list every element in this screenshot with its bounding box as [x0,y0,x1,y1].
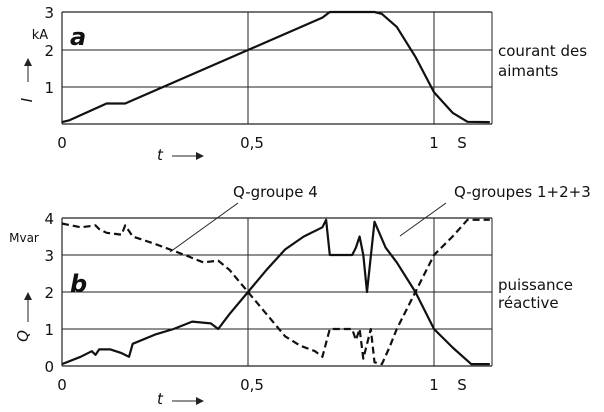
xlabel-arrow-b [172,397,204,405]
annotation-a-line1: courant des [498,42,587,60]
xunit-a: S [457,134,467,152]
xtick-label-b-1: 1 [429,376,439,394]
series-b-q-groupes-1-2-3 [61,218,490,366]
xtick-label-a-0: 0 [57,134,67,152]
annotation-a-line2: aimants [498,62,559,80]
series-label-q-groupes-123: Q-groupes 1+2+3 [454,183,591,201]
series-b-q-groupe-4 [61,218,490,366]
series-group-b [61,218,490,366]
ylabel-arrow-a [24,58,32,82]
ytick-label-b-2: 2 [44,284,54,302]
panel-a: 3 2 1 kA I 0 0,5 1 S t a courant des aim… [18,4,587,164]
series-a-line-0 [61,10,490,124]
ytick-label-a-3: 3 [44,4,54,22]
xtick-label-a-0.5: 0,5 [240,134,264,152]
panel-label-a: a [70,23,86,51]
xtick-label-b-0: 0 [57,376,67,394]
leader-line-q-groupe-4 [169,202,239,253]
yunit-b: Mvar [9,231,39,245]
series-group-a [61,10,490,124]
annotation-b-line1: puissance [498,276,573,294]
ytick-label-a-2: 2 [44,42,54,60]
ytick-label-b-1: 1 [44,321,54,339]
xlabel-a: t [157,146,164,164]
xlabel-b: t [157,390,164,408]
ytick-label-b-3: 3 [44,247,54,265]
yunit-a: kA [32,28,49,43]
series-label-q-groupe-4: Q-groupe 4 [233,183,318,201]
annotation-b-line2: réactive [498,294,559,312]
xtick-label-b-0.5: 0,5 [240,376,264,394]
panel-b: 4 3 2 1 0 Mvar Q 0 0,5 1 S t b puissance… [9,183,591,408]
ylabel-a: I [18,97,36,102]
ylabel-b: Q [14,330,32,342]
ylabel-arrow-b [24,292,32,322]
leader-line-q-groupes-123 [399,202,447,237]
ytick-label-b-4: 4 [44,210,54,228]
panel-label-b: b [70,270,87,298]
xtick-label-a-1: 1 [429,134,439,152]
ytick-label-a-1: 1 [44,79,54,97]
xunit-b: S [457,376,467,394]
xlabel-arrow-a [172,152,204,160]
ytick-label-b-0: 0 [44,358,54,376]
